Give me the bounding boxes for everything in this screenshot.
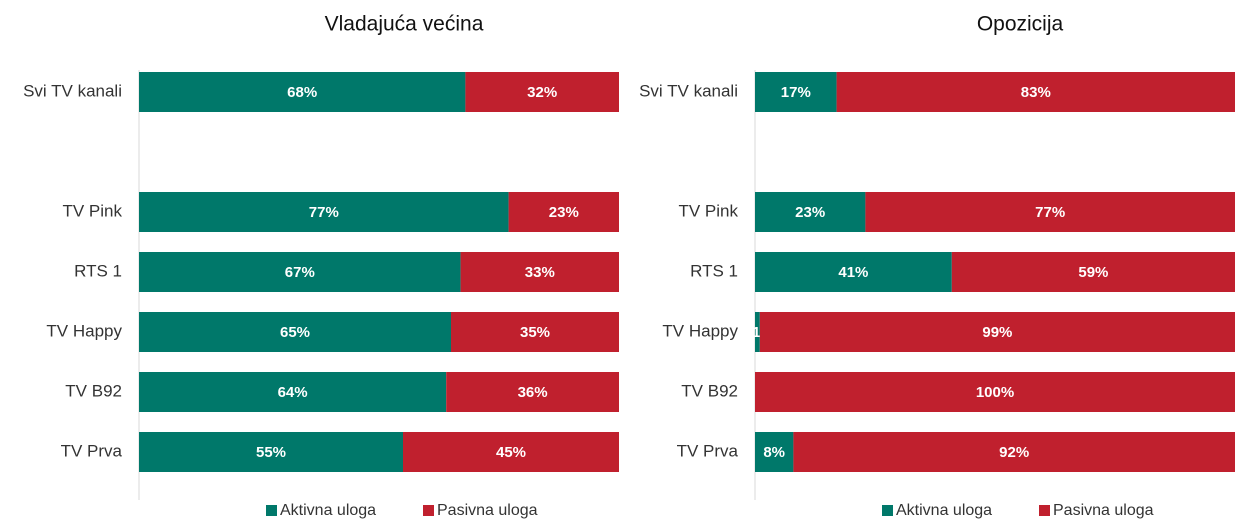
data-label: 23% bbox=[549, 204, 579, 221]
legend-swatch bbox=[1039, 505, 1050, 516]
bar-segment bbox=[793, 432, 1235, 472]
bar-segment bbox=[451, 312, 619, 352]
data-label: 23% bbox=[795, 204, 825, 221]
legend-label: Pasivna uloga bbox=[1053, 502, 1154, 519]
legend-label: Pasivna uloga bbox=[437, 502, 538, 519]
bar-segment bbox=[465, 72, 619, 112]
bar-segment bbox=[403, 432, 619, 472]
bar-segment bbox=[951, 252, 1235, 292]
bar-segment bbox=[460, 252, 619, 292]
legend-label: Aktivna uloga bbox=[896, 502, 992, 519]
data-label: 68% bbox=[287, 84, 317, 101]
data-label: 77% bbox=[309, 204, 339, 221]
data-label: 67% bbox=[285, 264, 315, 281]
bar-segment bbox=[755, 312, 760, 352]
category-label: TV Pink bbox=[62, 201, 122, 220]
bar-segment bbox=[508, 192, 619, 232]
legend-swatch bbox=[882, 505, 893, 516]
data-label: 83% bbox=[1021, 84, 1051, 101]
bar-segment bbox=[139, 432, 403, 472]
category-label: Svi TV kanali bbox=[23, 81, 122, 100]
bar-segment bbox=[755, 372, 1235, 412]
data-label: 17% bbox=[781, 84, 811, 101]
data-label: 65% bbox=[280, 324, 310, 341]
bar-segment bbox=[139, 252, 461, 292]
category-label: TV Pink bbox=[678, 201, 738, 220]
data-label: 45% bbox=[496, 444, 526, 461]
bar-segment bbox=[836, 72, 1235, 112]
category-label: Svi TV kanali bbox=[639, 81, 738, 100]
bar-segment bbox=[755, 192, 866, 232]
data-label: 32% bbox=[527, 84, 557, 101]
data-label: 33% bbox=[525, 264, 555, 281]
data-label: 92% bbox=[999, 444, 1029, 461]
data-label: 59% bbox=[1078, 264, 1108, 281]
category-label: TV Prva bbox=[677, 441, 739, 460]
data-label: 55% bbox=[256, 444, 286, 461]
category-label: RTS 1 bbox=[690, 261, 738, 280]
category-label: RTS 1 bbox=[74, 261, 122, 280]
bar-segment bbox=[139, 192, 509, 232]
bar-segment bbox=[139, 312, 451, 352]
category-label: TV Happy bbox=[46, 321, 122, 340]
legend-label: Aktivna uloga bbox=[280, 502, 376, 519]
data-label: 100% bbox=[976, 384, 1014, 401]
data-label: 64% bbox=[278, 384, 308, 401]
category-label: TV Happy bbox=[662, 321, 738, 340]
category-label: TV B92 bbox=[681, 381, 738, 400]
category-label: TV B92 bbox=[65, 381, 122, 400]
bar-segment bbox=[139, 72, 466, 112]
data-label: 41% bbox=[838, 264, 868, 281]
data-label: 36% bbox=[518, 384, 548, 401]
bar-segment bbox=[139, 372, 447, 412]
legend-swatch bbox=[266, 505, 277, 516]
data-label: 99% bbox=[982, 324, 1012, 341]
chart-title: Opozicija bbox=[977, 13, 1064, 36]
bar-segment bbox=[755, 72, 837, 112]
chart-title: Vladajuća većina bbox=[325, 13, 484, 36]
legend-swatch bbox=[423, 505, 434, 516]
bar-segment bbox=[755, 252, 952, 292]
bar-segment bbox=[446, 372, 619, 412]
bar-segment bbox=[755, 432, 794, 472]
bar-segment bbox=[865, 192, 1235, 232]
bar-segment bbox=[759, 312, 1235, 352]
data-label: 35% bbox=[520, 324, 550, 341]
data-label: 8% bbox=[763, 444, 785, 461]
category-label: TV Prva bbox=[61, 441, 123, 460]
data-label: 77% bbox=[1035, 204, 1065, 221]
